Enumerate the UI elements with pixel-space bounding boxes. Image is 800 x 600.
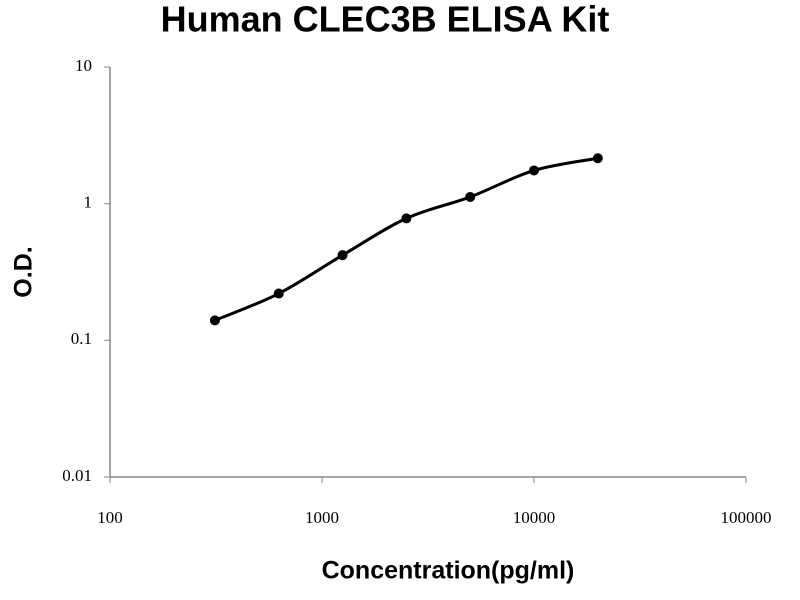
y-tick-label: 0.1	[71, 329, 92, 348]
x-tick-label: 100	[97, 508, 123, 527]
y-axis-title: O.D.	[10, 246, 38, 297]
x-tick-label: 100000	[721, 508, 772, 527]
x-axis-title: Concentration(pg/ml)	[322, 557, 575, 585]
x-tick-label: 10000	[513, 508, 556, 527]
data-point	[592, 153, 603, 164]
x-tick-label: 1000	[305, 508, 339, 527]
y-tick-label: 10	[75, 56, 92, 75]
y-tick-label: 1	[84, 193, 93, 212]
chart-title: Human CLEC3B ELISA Kit	[161, 0, 610, 40]
data-point	[401, 213, 412, 224]
data-point	[273, 288, 284, 299]
data-point	[209, 315, 220, 326]
y-tick-label: 0.01	[62, 466, 92, 485]
fit-curve	[214, 156, 599, 322]
data-point	[337, 250, 348, 261]
data-point	[529, 165, 539, 176]
data-point	[465, 191, 476, 202]
